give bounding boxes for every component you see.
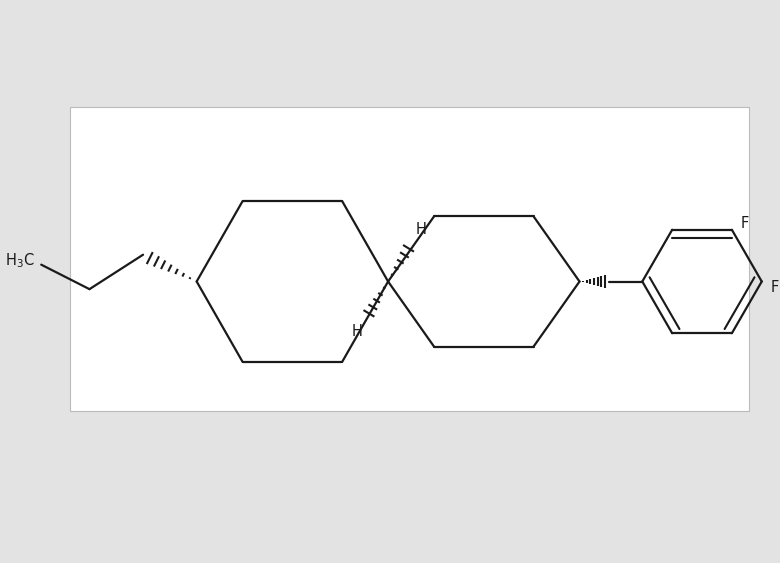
Text: H$_3$C: H$_3$C — [5, 252, 35, 270]
Text: F: F — [771, 280, 779, 295]
Text: H: H — [416, 222, 427, 237]
Text: H: H — [352, 324, 363, 339]
Text: F: F — [741, 216, 750, 231]
